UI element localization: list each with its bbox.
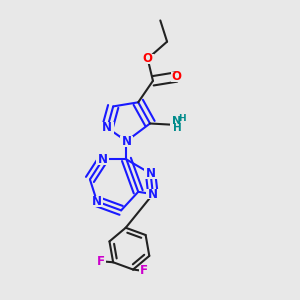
Text: N: N: [102, 122, 112, 134]
FancyBboxPatch shape: [120, 136, 133, 147]
FancyBboxPatch shape: [142, 54, 154, 64]
Text: N: N: [122, 135, 131, 148]
Text: H: H: [173, 123, 182, 133]
Text: H: H: [178, 114, 186, 123]
Text: N: N: [92, 195, 102, 208]
FancyBboxPatch shape: [171, 72, 182, 82]
FancyBboxPatch shape: [144, 168, 157, 179]
FancyBboxPatch shape: [170, 118, 187, 132]
Text: O: O: [142, 52, 153, 65]
Text: N: N: [98, 153, 108, 166]
Text: N: N: [172, 116, 182, 126]
FancyBboxPatch shape: [96, 154, 110, 165]
FancyBboxPatch shape: [95, 257, 106, 266]
Text: N: N: [148, 188, 158, 201]
Text: N: N: [146, 167, 156, 180]
Text: F: F: [97, 255, 105, 268]
FancyBboxPatch shape: [139, 267, 150, 275]
FancyBboxPatch shape: [100, 122, 114, 134]
FancyBboxPatch shape: [91, 196, 103, 207]
Text: O: O: [172, 70, 182, 83]
FancyBboxPatch shape: [146, 189, 159, 200]
Text: F: F: [140, 265, 148, 278]
